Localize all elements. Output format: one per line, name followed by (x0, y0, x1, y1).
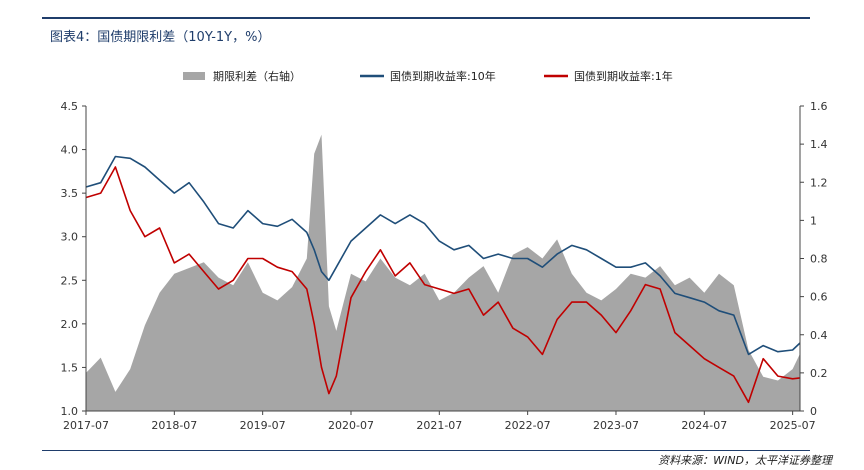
y-left-tick-label: 1.0 (61, 405, 79, 418)
x-tick-label: 2019-07 (240, 419, 286, 432)
legend-label: 国债到期收益率:10年 (390, 69, 496, 83)
x-tick-label: 2017-07 (63, 419, 109, 432)
y-left-tick-label: 3.0 (61, 231, 79, 244)
x-tick-label: 2018-07 (151, 419, 197, 432)
y-right-tick-label: 1.4 (810, 138, 828, 151)
yield-1y-line (85, 166, 801, 404)
y-right-tick-label: 1 (810, 214, 817, 227)
y-left-tick-label: 1.5 (61, 361, 79, 374)
legend-label: 国债到期收益率:1年 (574, 69, 673, 83)
source-note: 资料来源：WIND，太平洋证券整理 (658, 454, 832, 467)
spread-area-series (86, 134, 800, 411)
x-tick-label: 2025-07 (770, 419, 816, 432)
x-tick-label: 2023-07 (593, 419, 639, 432)
y-right-tick-label: 0.2 (810, 367, 828, 380)
y-left-tick-label: 2.0 (61, 318, 79, 331)
y-left-tick-label: 4.5 (61, 100, 79, 113)
x-tick-label: 2024-07 (681, 419, 727, 432)
figure-title: 图表4：国债期限利差（10Y-1Y，%） (50, 30, 271, 45)
y-right-tick-label: 0.6 (810, 291, 828, 304)
x-tick-label: 2020-07 (328, 419, 374, 432)
y-right-tick-label: 1.2 (810, 176, 828, 189)
footer-rule (42, 450, 810, 451)
y-right-tick-label: 0.4 (810, 329, 828, 342)
y-right-tick-label: 0.8 (810, 253, 828, 266)
y-left-tick-label: 2.5 (61, 274, 79, 287)
legend-swatch-area (183, 72, 205, 80)
yield-10y-line (85, 155, 801, 356)
header-rule (42, 17, 810, 19)
y-right-tick-label: 1.6 (810, 100, 828, 113)
x-tick-label: 2021-07 (416, 419, 462, 432)
legend-label: 期限利差（右轴） (213, 69, 301, 83)
x-tick-label: 2022-07 (505, 419, 551, 432)
y-left-tick-label: 3.5 (61, 187, 79, 200)
y-left-tick-label: 4.0 (61, 144, 79, 157)
y-right-tick-label: 0 (810, 405, 817, 418)
